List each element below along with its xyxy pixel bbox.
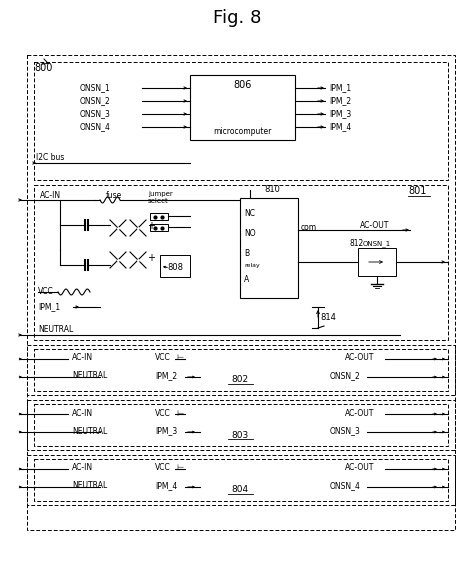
Text: IPM_4: IPM_4 [329, 122, 351, 132]
Text: 800: 800 [34, 63, 52, 73]
Bar [190, 75, 295, 140]
Text: IPM_1: IPM_1 [329, 83, 351, 93]
Bar [150, 213, 168, 220]
Text: select: select [148, 198, 169, 204]
Bar [27, 455, 455, 505]
Text: I2C bus: I2C bus [36, 154, 64, 163]
Text: AC-IN: AC-IN [40, 190, 61, 200]
Text: AC-IN: AC-IN [72, 354, 93, 362]
Text: ⊢: ⊢ [176, 408, 183, 417]
Text: ⊢: ⊢ [176, 354, 183, 362]
Text: 803: 803 [231, 431, 249, 439]
Text: ONSN_2: ONSN_2 [80, 97, 111, 105]
Bar [160, 255, 190, 277]
Bar [34, 459, 448, 501]
Text: AC-OUT: AC-OUT [360, 220, 389, 229]
Text: relay: relay [244, 263, 260, 269]
Bar [240, 198, 298, 298]
Text: IPM_4: IPM_4 [155, 481, 177, 490]
Text: NEUTRAL: NEUTRAL [72, 481, 107, 490]
Text: VCC: VCC [155, 463, 171, 473]
Text: IPM_1: IPM_1 [38, 302, 60, 312]
Text: fuse: fuse [106, 190, 122, 200]
Bar [34, 349, 448, 391]
Text: +: + [147, 253, 155, 263]
Text: VCC: VCC [155, 408, 171, 417]
Text: +: + [147, 221, 155, 231]
Bar [27, 55, 455, 530]
Text: ONSN_4: ONSN_4 [330, 481, 361, 490]
Text: AC-IN: AC-IN [72, 408, 93, 417]
Text: ONSN_3: ONSN_3 [80, 109, 111, 118]
Text: VCC: VCC [155, 354, 171, 362]
Text: Fig. 8: Fig. 8 [213, 9, 261, 27]
Text: AC-OUT: AC-OUT [345, 408, 374, 417]
Text: IPM_2: IPM_2 [155, 371, 177, 381]
Text: com: com [301, 224, 317, 232]
Text: NEUTRAL: NEUTRAL [72, 371, 107, 381]
Text: NO: NO [244, 229, 255, 239]
Text: NC: NC [244, 209, 255, 218]
Text: NEUTRAL: NEUTRAL [38, 325, 73, 335]
Text: microcomputer: microcomputer [213, 128, 272, 136]
Text: 814: 814 [320, 313, 336, 323]
Text: ONSN_2: ONSN_2 [330, 371, 361, 381]
Text: B: B [244, 250, 249, 259]
Bar [34, 62, 448, 180]
Text: IPM_3: IPM_3 [155, 427, 177, 435]
Text: ONSN_1: ONSN_1 [363, 240, 391, 247]
Bar [34, 185, 448, 340]
Text: 804: 804 [231, 485, 248, 494]
Text: IPM_2: IPM_2 [329, 97, 351, 105]
Bar [150, 224, 168, 231]
Text: ONSN_4: ONSN_4 [80, 122, 111, 132]
Text: 812: 812 [350, 240, 364, 248]
Text: VCC: VCC [38, 288, 54, 297]
Text: 801: 801 [408, 186, 427, 196]
Bar [27, 345, 455, 395]
Text: 806: 806 [233, 80, 252, 90]
Text: A: A [244, 275, 249, 285]
Text: AC-IN: AC-IN [72, 463, 93, 473]
Text: IPM_3: IPM_3 [329, 109, 351, 118]
Bar [34, 404, 448, 446]
Text: 802: 802 [231, 375, 248, 385]
Text: ONSN_1: ONSN_1 [80, 83, 111, 93]
Text: AC-OUT: AC-OUT [345, 354, 374, 362]
Text: 808: 808 [167, 263, 183, 273]
Text: ONSN_3: ONSN_3 [330, 427, 361, 435]
Text: ⊢: ⊢ [176, 463, 183, 473]
Text: 810: 810 [264, 186, 280, 194]
Text: jumper: jumper [148, 191, 173, 197]
Bar [358, 248, 396, 276]
Text: NEUTRAL: NEUTRAL [72, 427, 107, 435]
Bar [27, 400, 455, 450]
Text: AC-OUT: AC-OUT [345, 463, 374, 473]
